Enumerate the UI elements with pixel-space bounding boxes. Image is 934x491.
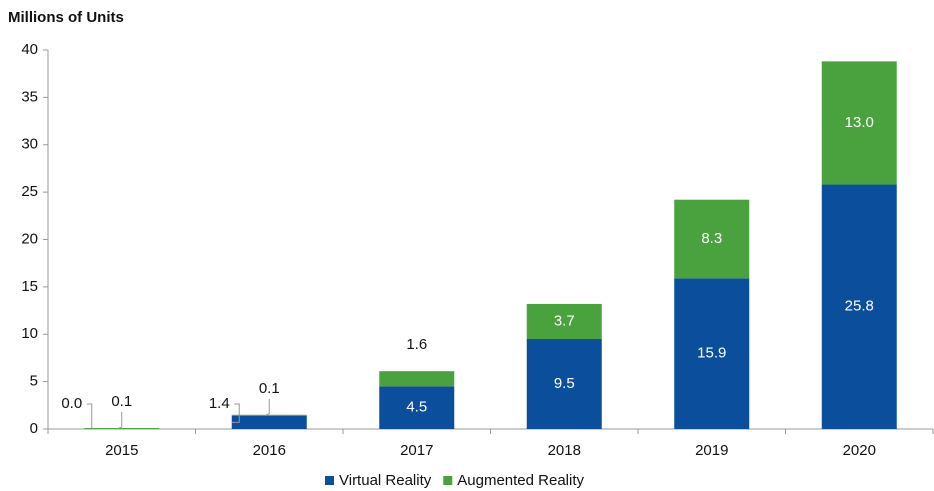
y-tick-label: 0 xyxy=(30,420,38,437)
bar-segment xyxy=(821,184,897,429)
bar-segment xyxy=(674,199,750,279)
value-label: 1.6 xyxy=(406,336,427,353)
x-tick-label: 2019 xyxy=(695,442,728,459)
y-tick-label: 25 xyxy=(21,183,38,200)
value-label: 4.5 xyxy=(406,399,427,416)
y-tick-label: 35 xyxy=(21,88,38,105)
y-tick-label: 15 xyxy=(21,278,38,295)
leader-line xyxy=(84,403,93,430)
y-tick-label: 30 xyxy=(21,136,38,153)
bar-segment xyxy=(821,61,897,185)
value-label: 0.0 xyxy=(61,395,82,412)
value-label: 25.8 xyxy=(845,298,874,315)
value-label: 15.9 xyxy=(697,345,726,362)
y-tick-label: 40 xyxy=(21,41,38,58)
x-tick-label: 2020 xyxy=(843,442,876,459)
value-label: 8.3 xyxy=(701,230,722,247)
y-axis-title: Millions of Units xyxy=(8,9,124,26)
bar-segment xyxy=(231,415,307,429)
value-label: 13.0 xyxy=(845,114,874,131)
leader-line xyxy=(266,398,270,416)
y-tick-label: 5 xyxy=(30,373,38,390)
value-label: 0.1 xyxy=(259,380,280,397)
x-tick-label: 2016 xyxy=(253,442,286,459)
legend-swatch xyxy=(443,476,453,485)
leader-line xyxy=(231,403,240,423)
y-tick-label: 20 xyxy=(21,230,38,247)
value-label: 9.5 xyxy=(554,375,575,392)
bar-segment xyxy=(379,386,455,429)
bar-segment xyxy=(674,278,750,429)
legend-label: Augmented Reality xyxy=(457,472,584,489)
leader-line xyxy=(118,412,123,429)
bar-segment xyxy=(84,428,160,429)
x-tick-label: 2015 xyxy=(105,442,138,459)
value-label: 3.7 xyxy=(554,312,575,329)
bar-segment xyxy=(379,371,455,387)
legend-swatch xyxy=(325,476,334,485)
bar-segment xyxy=(526,303,602,339)
y-tick-label: 10 xyxy=(21,325,38,342)
value-label: 0.1 xyxy=(111,393,132,410)
bar-segment xyxy=(526,338,602,429)
x-tick-label: 2018 xyxy=(548,442,581,459)
x-tick-label: 2017 xyxy=(400,442,433,459)
value-label: 1.4 xyxy=(209,395,230,412)
bar-segment xyxy=(231,414,307,416)
legend-label: Virtual Reality xyxy=(339,472,432,489)
